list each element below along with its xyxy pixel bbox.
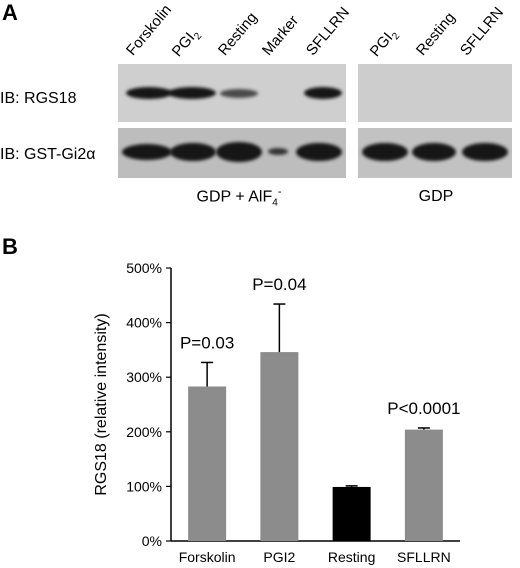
blot-gst-gdp bbox=[358, 128, 512, 178]
y-tick-label: 300% bbox=[126, 369, 162, 385]
band-gst-sfllrn-right bbox=[462, 143, 508, 161]
band-gst-pgi2-right bbox=[362, 143, 408, 161]
x-tick-label: PGI2 bbox=[263, 549, 295, 565]
bar bbox=[332, 486, 371, 541]
y-tick-label: 0% bbox=[142, 533, 162, 549]
p-value-label: P=0.04 bbox=[252, 275, 306, 294]
y-tick-label: 200% bbox=[126, 424, 162, 440]
y-tick-label: 500% bbox=[126, 260, 162, 276]
blot-rgs18-alf4 bbox=[118, 64, 346, 122]
y-tick-label: 100% bbox=[126, 478, 162, 494]
p-value-label: P<0.0001 bbox=[387, 399, 460, 418]
band-gst-forskolin bbox=[122, 144, 172, 160]
panel-b-letter: B bbox=[2, 234, 18, 259]
band-gst-sfllrn bbox=[296, 143, 342, 161]
condition-label-gdp: GDP bbox=[418, 188, 454, 205]
bar bbox=[188, 386, 227, 541]
y-axis-title: RGS18 (relative intensity) bbox=[93, 313, 110, 495]
bar bbox=[404, 429, 443, 541]
band-forskolin bbox=[126, 87, 172, 99]
band-gst-resting bbox=[216, 142, 262, 162]
x-tick-label: Resting bbox=[328, 549, 375, 565]
blot-gst-alf4 bbox=[118, 128, 346, 178]
band-gst-resting-right bbox=[412, 143, 456, 161]
band-gst-marker bbox=[268, 148, 288, 155]
p-value-label: P=0.03 bbox=[180, 333, 234, 352]
band-gst-pgi2 bbox=[170, 143, 216, 161]
x-tick-label: SFLLRN bbox=[397, 549, 451, 565]
panel-a-letter: A bbox=[2, 0, 18, 25]
x-tick-label: Forskolin bbox=[179, 549, 236, 565]
band-resting bbox=[220, 89, 258, 98]
condition-label-alf4: GDP + AlF4- bbox=[196, 186, 282, 209]
band-sfllrn bbox=[304, 87, 342, 99]
row-label-rgs18: IB: RGS18 bbox=[0, 90, 77, 107]
bar bbox=[260, 352, 299, 541]
row-label-gst-gi2a: IB: GST-Gi2α bbox=[0, 146, 96, 163]
band-pgi2 bbox=[168, 87, 216, 99]
y-tick-label: 400% bbox=[126, 315, 162, 331]
blot-rgs18-gdp bbox=[358, 64, 512, 122]
